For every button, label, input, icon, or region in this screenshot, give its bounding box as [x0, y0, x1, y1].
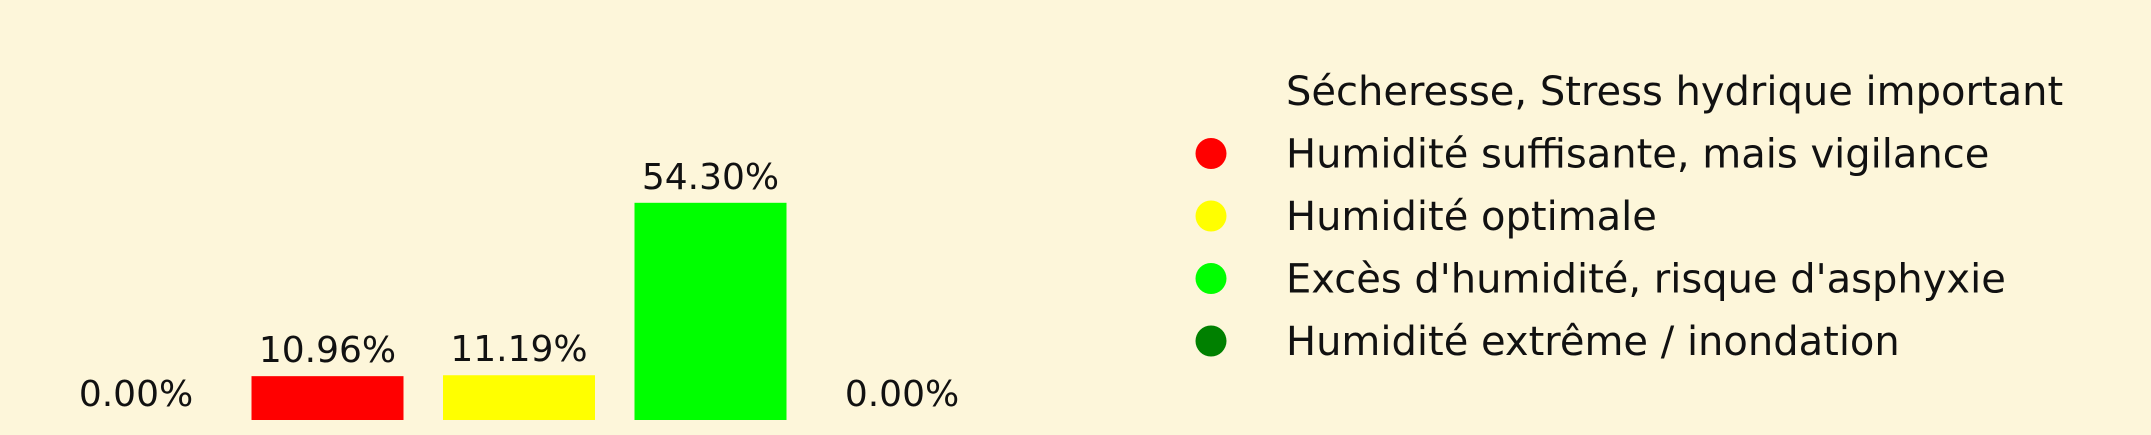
- legend-label-5: Humidité extrême / inondation: [1286, 319, 1900, 365]
- value-label-5: 0.00%: [845, 374, 959, 415]
- bar-2: [251, 376, 404, 420]
- legend-marker-1: [1195, 75, 1227, 107]
- legend-marker-4: [1195, 263, 1227, 294]
- bar-4: [634, 202, 787, 420]
- legend-label-3: Humidité optimale: [1286, 194, 1657, 240]
- legend-label-1: Sécheresse, Stress hydrique important: [1286, 69, 2063, 115]
- legend-label-2: Humidité suffisante, mais vigilance: [1286, 132, 1989, 178]
- legend-marker-5: [1195, 325, 1227, 357]
- value-label-2: 10.96%: [259, 330, 396, 371]
- value-labels-group: 0.00% 10.96% 11.19% 54.30% 0.00%: [79, 157, 959, 415]
- legend: Sécheresse, Stress hydrique important Hum…: [1195, 69, 2063, 365]
- legend-marker-3: [1195, 200, 1227, 232]
- value-label-1: 0.00%: [79, 374, 193, 415]
- bar-3: [443, 375, 595, 420]
- bars-group: [251, 202, 787, 420]
- value-label-4: 54.30%: [642, 157, 779, 198]
- legend-marker-2: [1195, 138, 1227, 169]
- legend-label-4: Excès d'humidité, risque d'asphyxie: [1286, 257, 2006, 303]
- value-label-3: 11.19%: [450, 329, 587, 370]
